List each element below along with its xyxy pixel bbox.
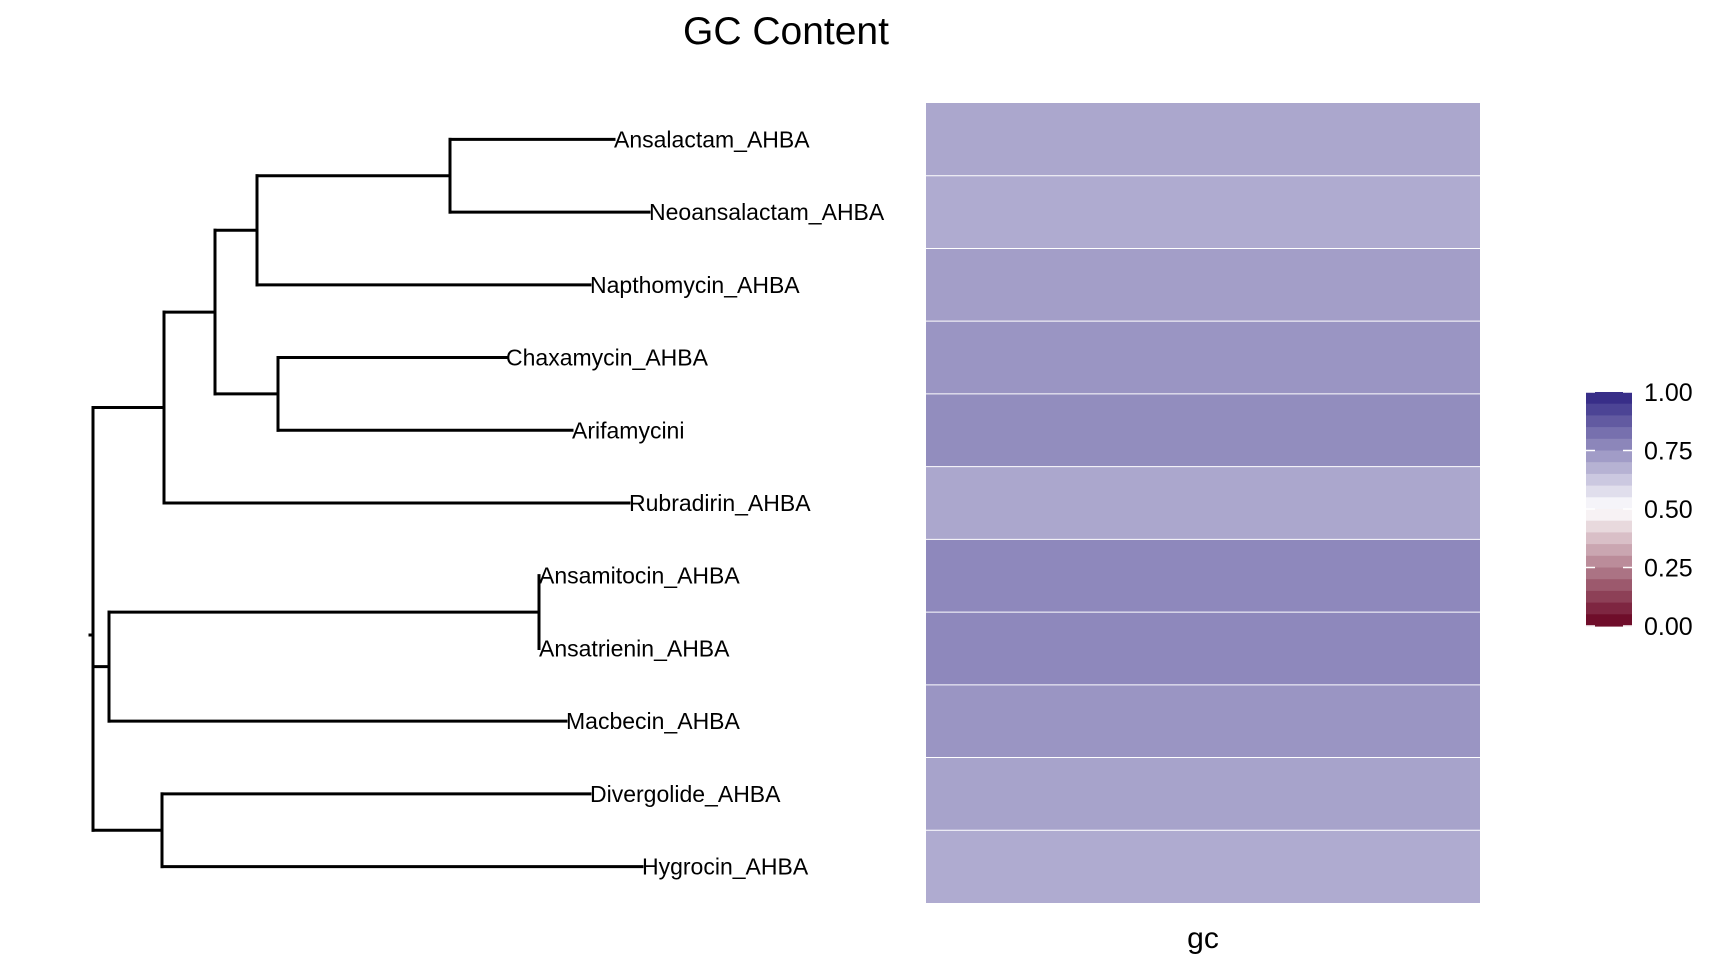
tip-label-ansatrienin-ahba: Ansatrienin_AHBA [539,635,730,661]
legend-color-step [1586,485,1632,498]
legend-color-step [1586,438,1632,452]
heatmap-cell-rubradirin-ahba [926,466,1480,540]
heatmap-cell-ansatrienin-ahba [926,612,1480,685]
legend-tick-label: 0.25 [1644,555,1693,583]
tip-label-napthomycin-ahba: Napthomycin_AHBA [590,272,800,298]
legend-color-step [1586,450,1632,463]
tip-label-rubradirin-ahba: Rubradirin_AHBA [629,490,811,516]
tip-label-divergolide-ahba: Divergolide_AHBA [590,781,781,807]
x-axis-label: gc [1187,922,1219,955]
heatmap-cell-hygrocin-ahba [926,830,1480,903]
heatmap-cell-macbecin-ahba [926,684,1480,758]
legend-color-step [1586,509,1632,522]
tip-label-neoansalactam-ahba: Neoansalactam_AHBA [649,199,885,225]
legend-tick-label: 0.00 [1644,613,1693,641]
legend-color-step [1586,392,1632,405]
heatmap-cell-neoansalactam-ahba [926,175,1480,249]
legend-color-step [1586,403,1632,416]
tip-label-ansalactam-ahba: Ansalactam_AHBA [614,126,810,152]
legend-color-step [1586,555,1632,569]
legend-tick-label: 0.50 [1644,496,1693,524]
color-legend: 1.00 0.75 0.50 0.25 0.00 [1586,379,1693,641]
heatmap-cell-ansamitocin-ahba [926,539,1480,613]
heatmap-cells [926,103,1480,903]
legend-color-step [1586,473,1632,487]
tip-label-hygrocin-ahba: Hygrocin_AHBA [642,854,809,880]
legend-tick-label: 1.00 [1644,379,1693,407]
legend-tick-label: 0.75 [1644,438,1693,466]
legend-color-step [1586,579,1632,592]
heatmap-cell-arifamycini [926,393,1480,467]
legend-color-step [1586,415,1632,428]
legend-color-step [1586,532,1632,545]
tip-label-macbecin-ahba: Macbecin_AHBA [566,708,741,734]
legend-color-step [1586,614,1632,627]
legend-color-step [1586,520,1632,533]
chart-title: GC Content [683,10,889,53]
tip-label-chaxamycin-ahba: Chaxamycin_AHBA [506,345,709,371]
tip-label-ansamitocin-ahba: Ansamitocin_AHBA [539,563,740,589]
tip-labels: Ansalactam_AHBA Neoansalactam_AHBA Napthom… [506,126,885,879]
heatmap-cell-divergolide-ahba [926,757,1480,831]
tip-label-arifamycini: Arifamycini [572,417,684,443]
heatmap-cell-napthomycin-ahba [926,248,1480,322]
dendrogram [88,137,651,869]
legend-color-step [1586,567,1632,580]
legend-color-step [1586,602,1632,615]
legend-color-step [1586,544,1632,557]
legend-color-step [1586,590,1632,604]
heatmap-cell-ansalactam-ahba [926,103,1480,176]
legend-color-step [1586,497,1632,510]
legend-color-step [1586,427,1632,440]
legend-color-step [1586,462,1632,475]
heatmap-cell-chaxamycin-ahba [926,321,1480,394]
